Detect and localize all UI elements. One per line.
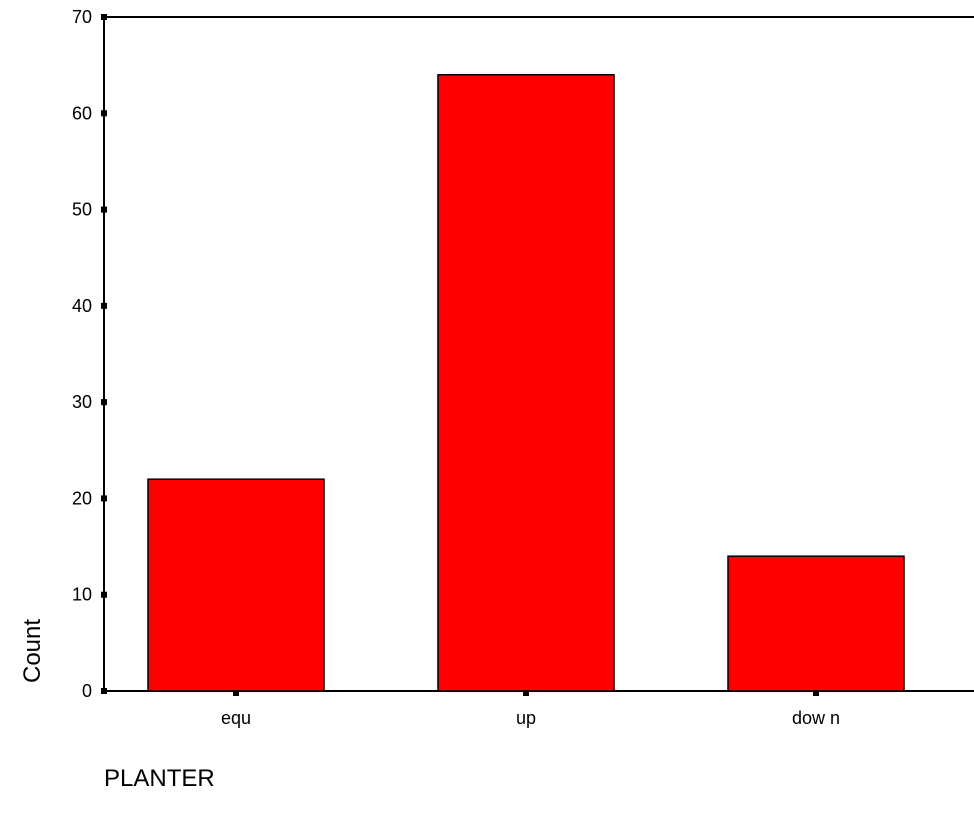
bar-equ [147,478,325,692]
x-tick-mark [813,690,819,696]
y-tick-label: 70 [72,7,92,27]
y-tick-label: 60 [72,103,92,123]
x-tick-mark [233,690,239,696]
y-tick-mark [101,14,107,20]
bar-up [437,74,615,692]
y-tick-label: 40 [72,296,92,316]
x-tick-label: dow n [792,708,840,728]
x-axis-title: PLANTER [104,765,215,792]
y-tick-mark [101,688,107,694]
y-tick-mark [101,110,107,117]
x-tick-mark [523,690,529,696]
y-tick-mark [101,206,107,213]
y-tick-label: 30 [72,392,92,412]
y-axis-title: Count [19,619,46,683]
y-tick-label: 20 [72,488,92,508]
bar-down [727,555,905,692]
x-tick-label: equ [221,708,251,728]
y-tick-label: 0 [82,681,92,701]
y-axis-ticks: 0 10 20 30 40 50 60 70 [72,7,107,701]
y-tick-mark [101,302,107,309]
y-tick-mark [101,495,107,502]
y-tick-mark [101,399,107,406]
bars [147,74,905,692]
x-axis-ticks: equ up dow n [221,690,840,728]
x-tick-label: up [516,708,536,728]
y-tick-label: 10 [72,585,92,605]
y-tick-mark [101,591,107,598]
y-tick-label: 50 [72,200,92,220]
